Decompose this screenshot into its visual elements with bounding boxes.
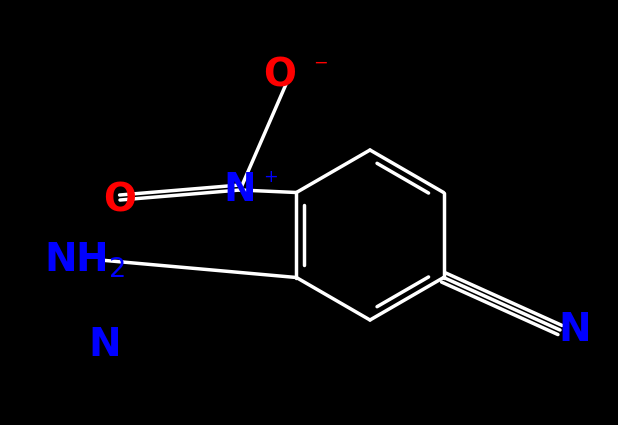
- Text: $^+$: $^+$: [260, 172, 279, 196]
- Text: N: N: [89, 326, 121, 364]
- Text: N: N: [224, 171, 256, 209]
- Text: O: O: [103, 181, 137, 219]
- Text: $^-$: $^-$: [310, 57, 329, 81]
- Text: O: O: [263, 56, 297, 94]
- Text: NH$_2$: NH$_2$: [44, 241, 125, 280]
- Text: N: N: [559, 311, 591, 349]
